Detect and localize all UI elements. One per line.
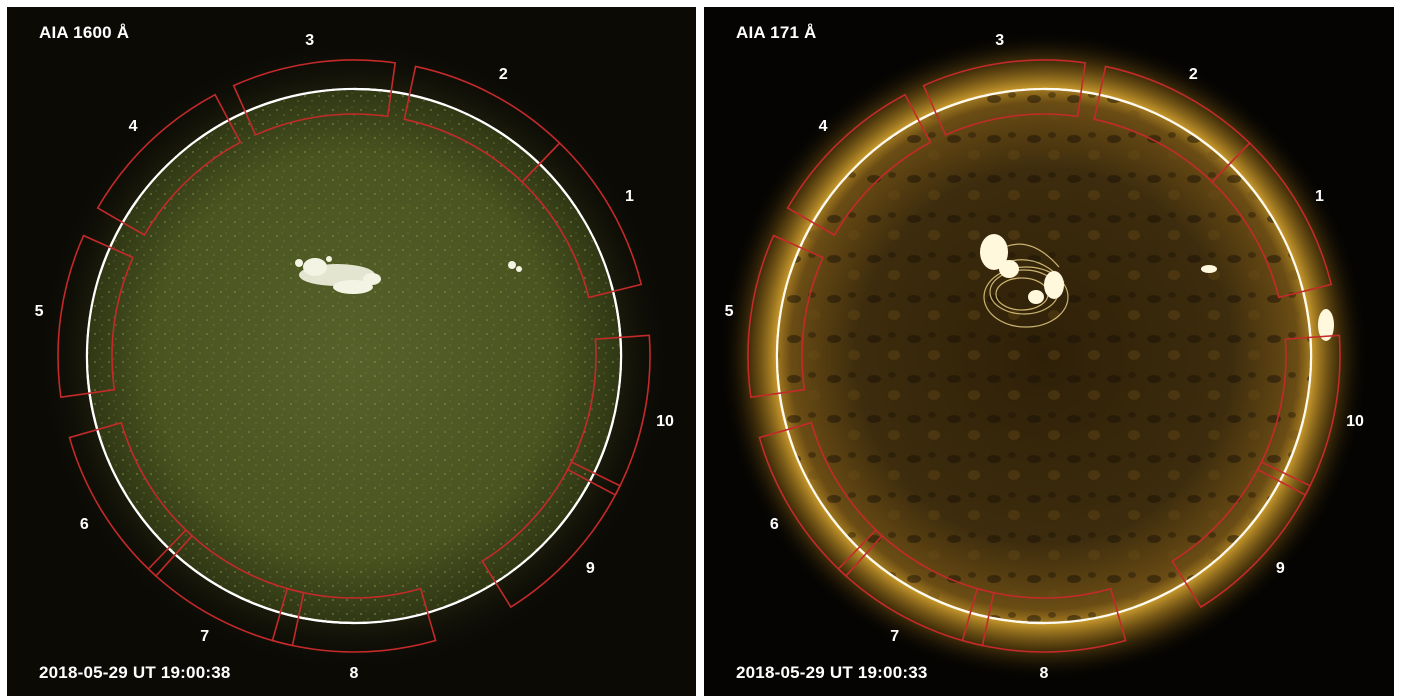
region-label-1: 1 bbox=[1314, 188, 1324, 205]
region-box-1 bbox=[1210, 141, 1333, 299]
region-label-9: 9 bbox=[585, 559, 595, 577]
region-box-5 bbox=[747, 234, 824, 399]
limb-solid bbox=[775, 87, 1313, 625]
region-box-7 bbox=[147, 528, 305, 647]
region-label-4: 4 bbox=[128, 118, 138, 136]
region-label-3: 3 bbox=[305, 32, 315, 50]
limb-arc-10 bbox=[557, 282, 623, 529]
aia-1600-panel: AIA 1600 Å 2018-05-29 UT 19:00:38 1 2 3 4 5 6… bbox=[7, 7, 696, 696]
limb-arc-10 bbox=[1247, 282, 1313, 529]
region-label-7: 7 bbox=[200, 627, 210, 645]
region-label-10: 10 bbox=[1346, 413, 1364, 431]
region-label-3: 3 bbox=[995, 32, 1005, 50]
region-box-4 bbox=[96, 93, 242, 237]
region-box-3 bbox=[922, 59, 1087, 136]
region-box-8 bbox=[961, 587, 1127, 653]
region-label-8: 8 bbox=[349, 665, 359, 682]
region-label-6: 6 bbox=[769, 515, 779, 533]
region-box-10 bbox=[566, 334, 651, 497]
region-box-9 bbox=[1171, 461, 1312, 609]
region-box-4 bbox=[786, 93, 932, 237]
limb-solid bbox=[85, 87, 623, 625]
region-boxes bbox=[747, 59, 1341, 653]
region-boxes bbox=[57, 59, 651, 653]
region-label-6: 6 bbox=[79, 515, 89, 533]
region-box-6 bbox=[68, 421, 194, 578]
region-box-7 bbox=[837, 528, 995, 647]
region-label-10: 10 bbox=[656, 413, 674, 431]
panel-title: AIA 1600 Å bbox=[39, 23, 130, 42]
region-box-5 bbox=[57, 234, 134, 399]
region-box-2 bbox=[1093, 65, 1251, 184]
region-box-2 bbox=[403, 65, 561, 184]
panel-title: AIA 171 Å bbox=[736, 23, 817, 42]
aia-1600-image bbox=[34, 36, 674, 676]
region-box-8 bbox=[271, 587, 437, 653]
region-box-6 bbox=[758, 421, 884, 578]
aia-171-panel: AIA 171 Å 2018-05-29 UT 19:00:33 1 2 3 4 5 6 7… bbox=[704, 7, 1394, 696]
active-region-bright bbox=[980, 234, 1334, 341]
region-label-4: 4 bbox=[818, 118, 828, 136]
region-box-9 bbox=[481, 461, 622, 609]
timestamp: 2018-05-29 UT 19:00:33 bbox=[736, 663, 928, 682]
region-box-10 bbox=[1256, 334, 1341, 497]
region-label-8: 8 bbox=[1039, 665, 1049, 682]
region-label-9: 9 bbox=[1275, 559, 1285, 577]
region-label-5: 5 bbox=[34, 302, 44, 320]
region-label-7: 7 bbox=[890, 627, 900, 645]
region-box-1 bbox=[520, 141, 643, 299]
aia-171-image bbox=[719, 31, 1369, 681]
region-label-1: 1 bbox=[624, 188, 634, 205]
region-label-5: 5 bbox=[724, 302, 734, 320]
timestamp: 2018-05-29 UT 19:00:38 bbox=[39, 663, 231, 682]
region-label-2: 2 bbox=[498, 66, 508, 84]
region-box-3 bbox=[232, 59, 397, 136]
active-region-plage bbox=[295, 256, 522, 294]
region-label-2: 2 bbox=[1188, 66, 1198, 84]
